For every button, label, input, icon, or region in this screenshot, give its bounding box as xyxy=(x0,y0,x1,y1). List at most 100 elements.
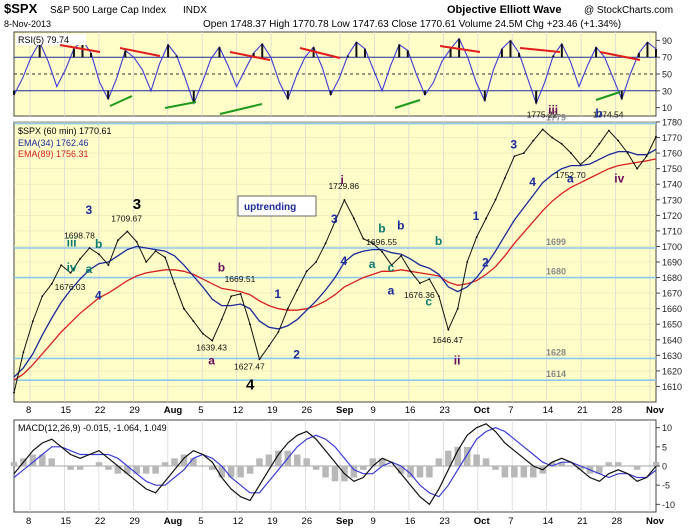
macd-histogram-bar xyxy=(596,466,603,474)
price-axis-tick-label: 1740 xyxy=(662,180,682,190)
macd-histogram-bar xyxy=(10,462,18,466)
macd-histogram-bar xyxy=(142,466,150,474)
x-axis: 8 8 15 15 22 22 29 29 Aug Aug 5 5 12 12 19 19 26 26 Sep Sep… xyxy=(26,405,665,527)
x-tick-label-bottom: 14 xyxy=(543,516,554,527)
macd-histogram-bar xyxy=(48,458,56,466)
price-point xyxy=(315,261,318,263)
wave-label: 4 xyxy=(529,175,536,189)
rsi-green-trendline xyxy=(219,103,263,115)
price-point xyxy=(598,142,601,145)
wave-label: a xyxy=(567,172,574,186)
x-tick-label: Oct xyxy=(474,405,491,416)
price-level-label: 1614 xyxy=(546,369,566,379)
x-tick-label: Aug xyxy=(164,405,183,416)
price-point xyxy=(145,261,148,263)
wave-label: iv xyxy=(614,172,624,186)
price-axis-tick-label: 1690 xyxy=(662,258,682,268)
rsi-green-trendline xyxy=(394,99,421,109)
x-tick-label-bottom: 16 xyxy=(405,516,416,527)
macd-axis-tick-label: 0 xyxy=(662,462,667,472)
source-label: Objective Elliott Wave xyxy=(447,4,562,16)
price-axis-tick-label: 1660 xyxy=(662,304,682,314)
x-tick-label: 7 xyxy=(508,405,513,416)
price-point xyxy=(88,247,91,249)
macd-histogram-bar xyxy=(105,466,112,470)
price-point xyxy=(343,199,346,201)
macd-line xyxy=(13,423,657,506)
price-point xyxy=(400,254,402,257)
price-axis-tick-label: 1640 xyxy=(662,335,682,345)
price-point xyxy=(98,253,100,256)
macd-histogram-bar xyxy=(614,462,622,466)
price-point xyxy=(79,257,81,260)
macd-histogram-bar xyxy=(652,461,660,466)
price-point xyxy=(645,155,648,158)
wave-label: b xyxy=(435,234,442,248)
price-point xyxy=(504,177,506,179)
macd-histogram-bar xyxy=(454,446,461,466)
macd-histogram-bar xyxy=(511,466,518,478)
price-point xyxy=(116,239,119,242)
wave-label: 2 xyxy=(293,347,300,361)
wave-label: 3 xyxy=(133,196,141,213)
price-point xyxy=(579,163,582,166)
price-axis-tick-label: 1670 xyxy=(662,289,682,299)
macd-histogram-bar xyxy=(237,466,244,478)
price-point xyxy=(428,278,431,281)
rsi-line xyxy=(13,37,657,105)
macd-histogram-bar xyxy=(416,466,424,478)
macd-histogram-bar xyxy=(350,466,358,478)
price-point xyxy=(154,250,157,253)
macd-axis-tick-label: -10 xyxy=(662,500,675,510)
rsi-red-trendline xyxy=(59,44,101,53)
wave-label: a xyxy=(86,262,93,276)
price-level-label: 1699 xyxy=(546,237,566,247)
price-point xyxy=(286,307,289,310)
symbol-label: $SPX xyxy=(4,1,38,16)
status-box xyxy=(237,195,317,217)
macd-histogram-bar xyxy=(492,466,499,470)
wave-label: 1 xyxy=(473,209,480,223)
macd-histogram-bar xyxy=(605,462,613,466)
macd-histogram-bar xyxy=(322,466,329,478)
x-tick-label: 26 xyxy=(302,405,313,416)
price-point xyxy=(41,295,44,298)
ema-89-line xyxy=(13,158,657,381)
wave-label: 1 xyxy=(274,287,281,301)
price-point xyxy=(437,295,440,298)
macd-axis-tick-label: -5 xyxy=(662,481,670,491)
x-tick-label-bottom: 12 xyxy=(233,516,244,527)
price-value-annotation: 1698.78 xyxy=(64,231,95,241)
macd-histogram-bar xyxy=(407,466,414,478)
x-tick-label-bottom: Aug xyxy=(164,516,183,527)
macd-histogram-bar xyxy=(293,454,301,466)
wave-label: a xyxy=(208,354,215,368)
price-point xyxy=(22,351,25,354)
price-value-annotation: 1729.86 xyxy=(328,181,359,191)
macd-histogram-bar xyxy=(445,450,452,466)
rsi-legend-bg xyxy=(16,34,86,45)
price-axis-tick-label: 1730 xyxy=(662,195,682,205)
price-point xyxy=(258,358,261,361)
macd-histogram-bar xyxy=(426,466,433,478)
x-tick-label: 15 xyxy=(60,405,71,416)
x-tick-label-bottom: 23 xyxy=(439,516,450,527)
wave-label: 4 xyxy=(246,377,255,394)
price-level-label: 1680 xyxy=(546,267,566,277)
ema-89-legend: EMA(89) 1756.31 xyxy=(18,149,89,159)
credit-label: @ StockCharts.com xyxy=(584,5,673,16)
wave-label: a xyxy=(388,284,395,298)
x-tick-label: 29 xyxy=(129,405,140,416)
macd-histogram-bar xyxy=(397,466,405,474)
x-tick-label: 21 xyxy=(577,405,588,416)
wave-label: a xyxy=(369,257,376,271)
wave-label: 3 xyxy=(510,137,517,151)
index-name: S&P 500 Large Cap Index xyxy=(50,5,166,16)
price-point xyxy=(31,320,34,323)
price-value-annotation: 1696.55 xyxy=(366,237,397,247)
price-point xyxy=(409,270,412,273)
wave-label: b xyxy=(378,221,385,235)
price-point xyxy=(636,167,639,170)
macd-histogram-bar xyxy=(190,458,197,466)
